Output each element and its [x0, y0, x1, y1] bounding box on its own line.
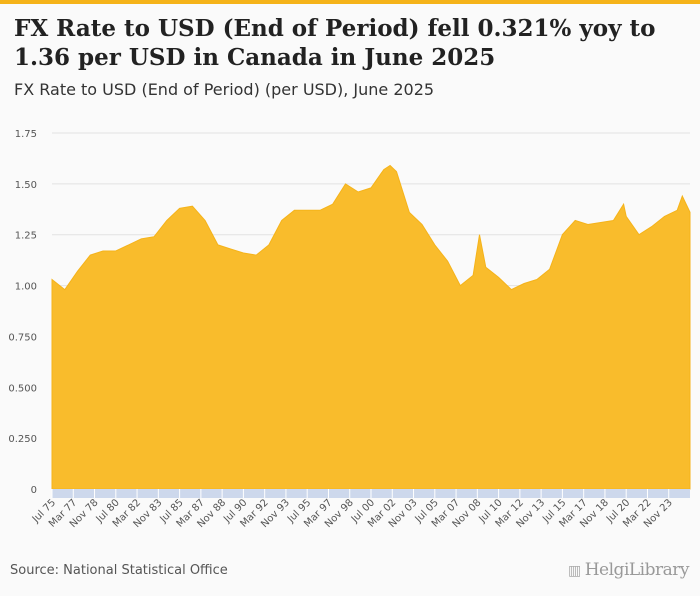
y-tick-label: 0.750: [8, 332, 37, 343]
y-tick-label: 0: [31, 485, 37, 496]
chart-title: FX Rate to USD (End of Period) fell 0.32…: [14, 15, 656, 71]
library-icon: ▥: [568, 563, 581, 579]
y-tick-label: 1.50: [15, 180, 37, 191]
y-tick-label: 1.00: [15, 282, 37, 293]
y-tick-label: 1.75: [15, 129, 37, 140]
accent-bar: [0, 0, 700, 4]
helgi-library-logo: ▥ HelgiLibrary: [568, 560, 689, 580]
source-note: Source: National Statistical Office: [10, 563, 228, 578]
y-tick-label: 1.25: [15, 231, 37, 242]
y-tick-label: 0.250: [8, 434, 37, 445]
y-tick-label: 0.500: [8, 383, 37, 394]
chart-subtitle: FX Rate to USD (End of Period) (per USD)…: [14, 80, 435, 99]
logo-text: HelgiLibrary: [584, 560, 690, 580]
area-series: [51, 164, 691, 490]
